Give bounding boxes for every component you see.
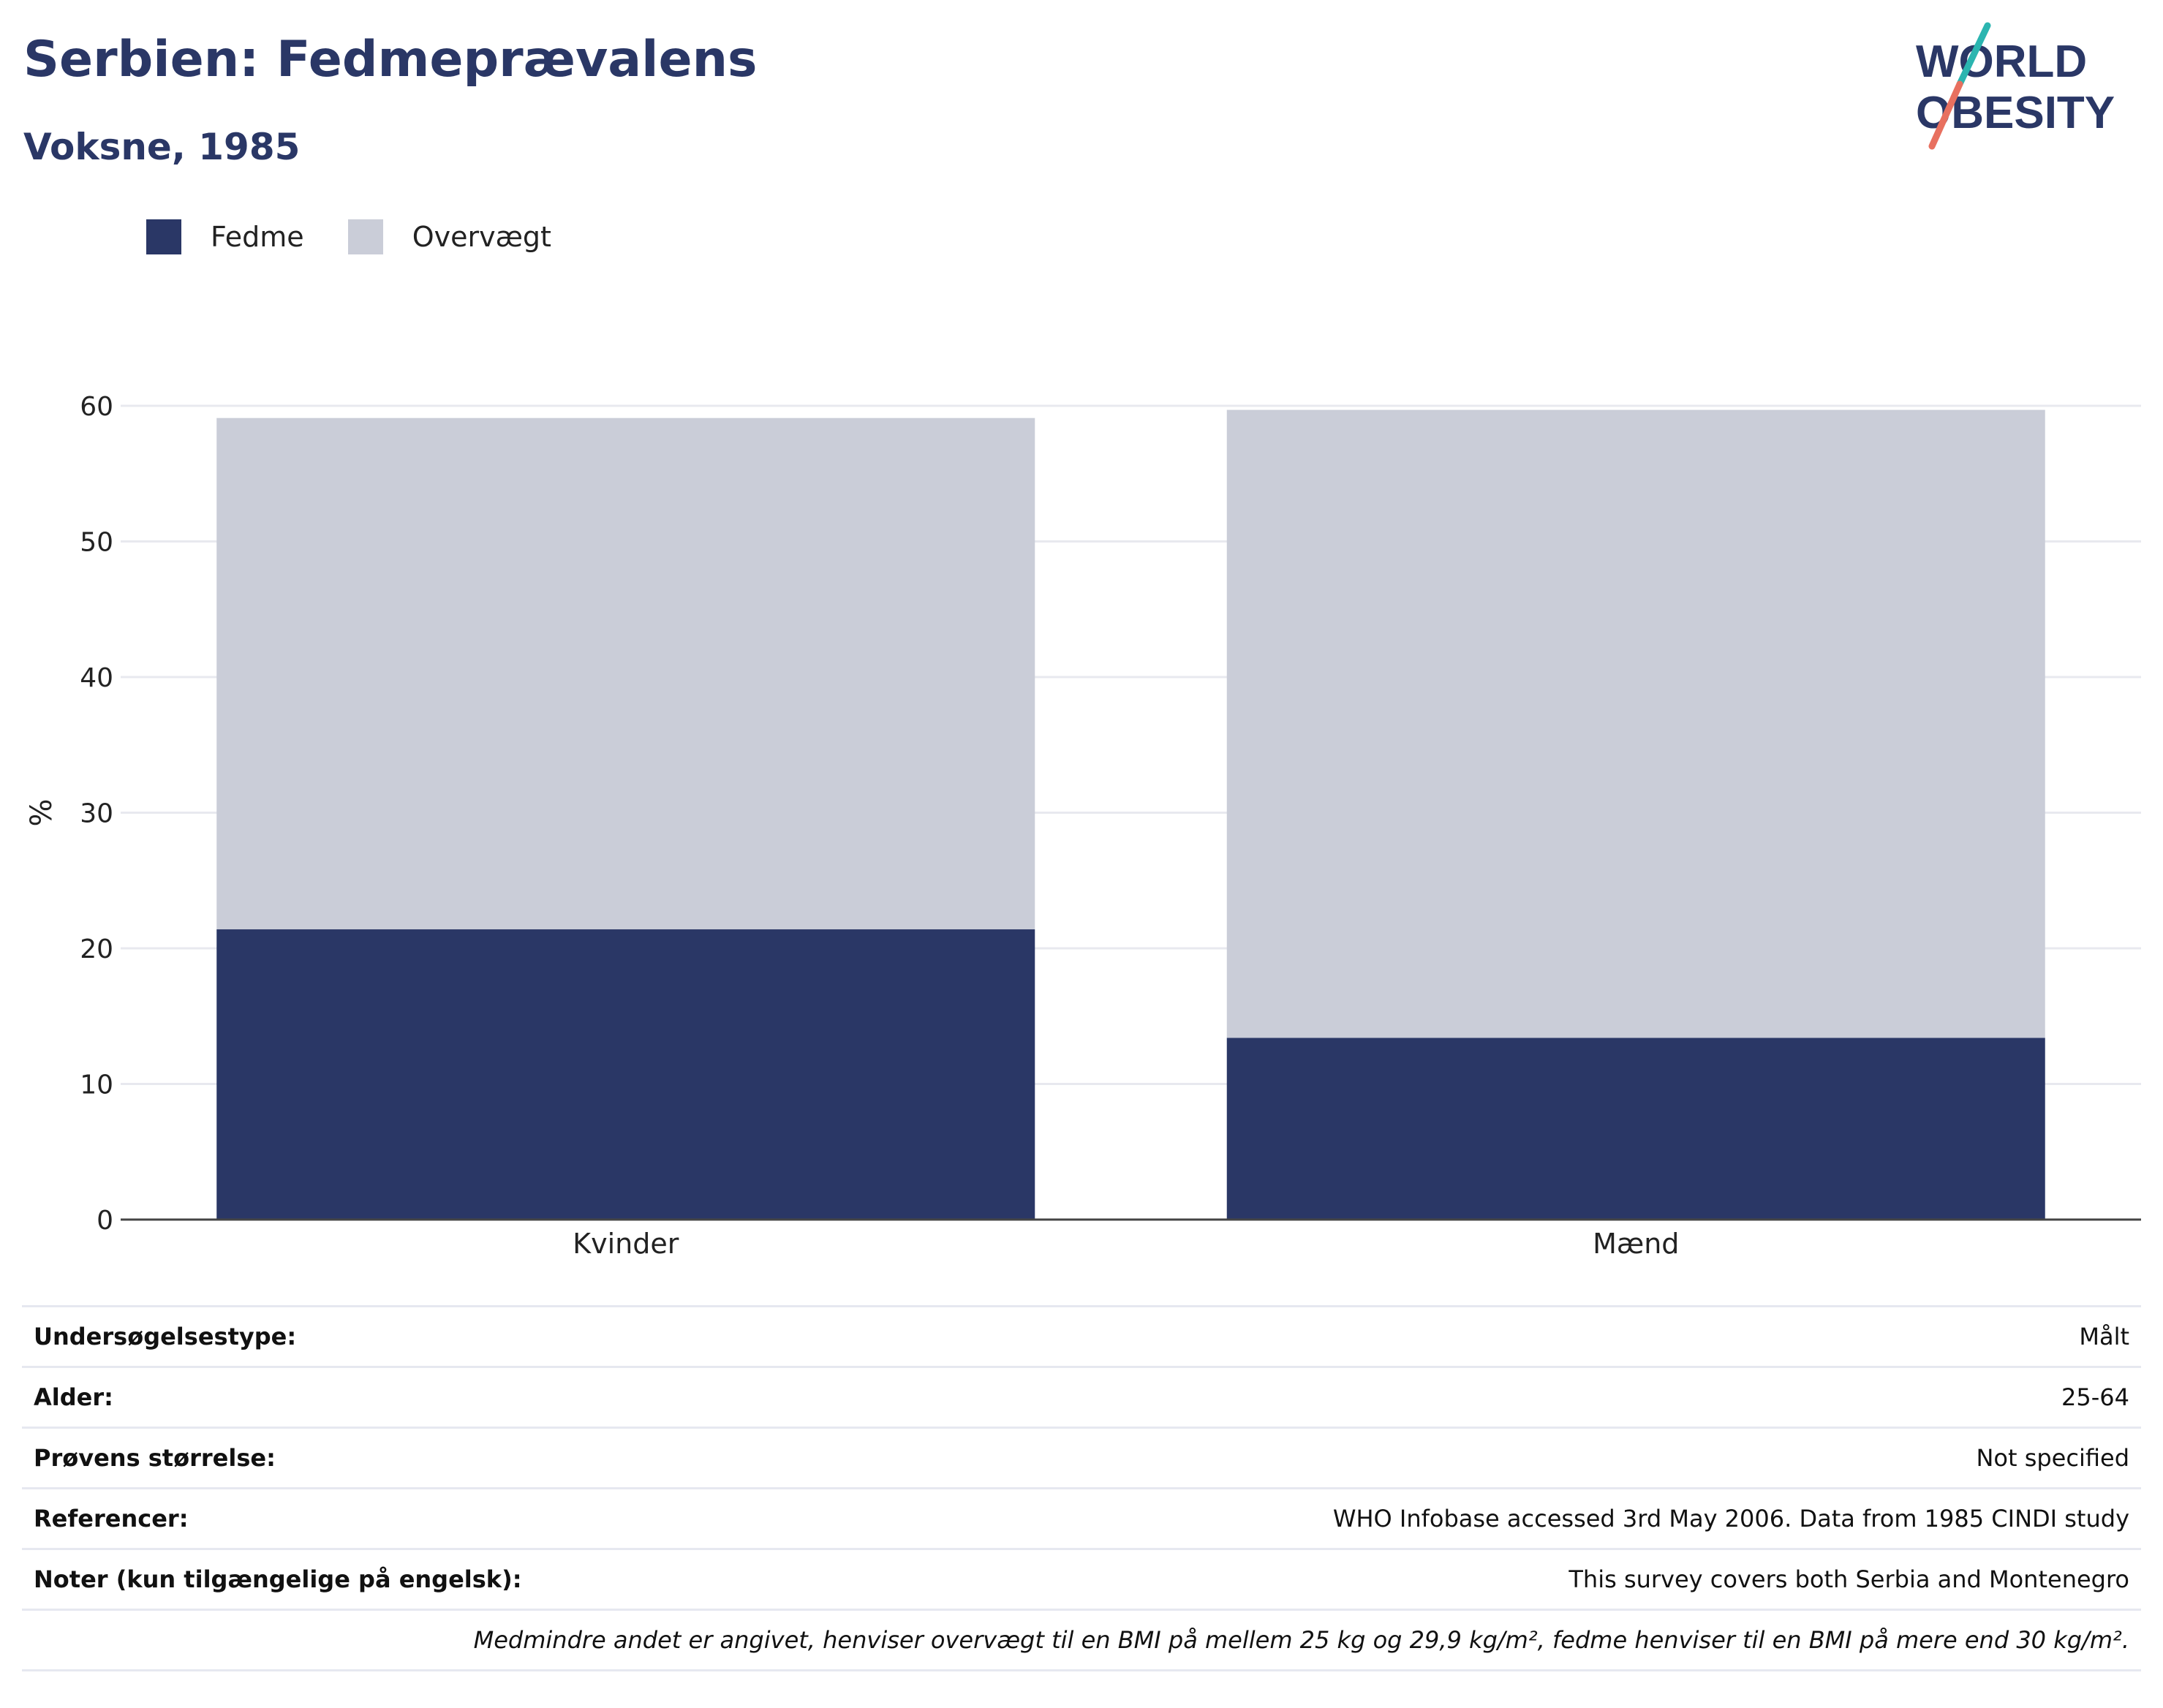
info-row-footnote: Medmindre andet er angivet, henviser ove… (22, 1609, 2141, 1671)
bar-fedme-1 (1226, 1038, 2045, 1220)
chart-legend: Fedme Overvægt (146, 216, 595, 257)
chart-subtitle: Voksne, 1985 (23, 126, 301, 168)
legend-item-overvaegt[interactable]: Overvægt (347, 219, 595, 254)
info-row-survey-type: Undersøgelsestype: Målt (22, 1305, 2141, 1367)
info-row-references: Referencer: WHO Infobase accessed 3rd Ma… (22, 1487, 2141, 1549)
y-tick-label: 0 (97, 1206, 113, 1236)
bmi-footnote: Medmindre andet er angivet, henviser ove… (22, 1609, 2141, 1671)
x-tick-label: Kvinder (573, 1228, 679, 1260)
info-value: Målt (836, 1305, 2141, 1367)
y-axis-label: % (25, 798, 58, 826)
info-row-notes: Noter (kun tilgængelige på engelsk): Thi… (22, 1548, 2141, 1610)
x-tick-label: Mænd (1593, 1228, 1679, 1260)
legend-label-fedme: Fedme (211, 221, 304, 253)
y-tick-label: 60 (80, 392, 113, 422)
info-row-age: Alder: 25-64 (22, 1366, 2141, 1428)
legend-swatch-fedme (146, 219, 181, 254)
y-tick-label: 10 (80, 1070, 113, 1100)
legend-swatch-overvaegt (347, 219, 383, 254)
survey-info-table: Undersøgelsestype: Målt Alder: 25-64 Prø… (22, 1305, 2141, 1671)
info-key: Prøvens størrelse: (22, 1427, 837, 1489)
world-obesity-logo: WORLD OBESITY (1916, 22, 2115, 150)
bar-overvægt-0 (216, 417, 1035, 930)
stacked-bar-chart: 0 10 20 30 40 50 60% Kvinder Mænd (25, 392, 2141, 1260)
y-tick-label: 50 (80, 528, 113, 558)
info-row-sample-size: Prøvens størrelse: Not specified (22, 1427, 2141, 1489)
info-value: Not specified (836, 1427, 2141, 1489)
logo-teal-slash (1956, 22, 1991, 88)
info-value: This survey covers both Serbia and Monte… (836, 1548, 2141, 1610)
chart-title: Serbien: Fedmeprævalens (23, 31, 758, 88)
info-key: Undersøgelsestype: (22, 1305, 837, 1367)
y-tick-label: 20 (80, 934, 113, 964)
y-tick-label: 40 (80, 663, 113, 693)
legend-label-overvaegt: Overvægt (412, 221, 551, 253)
info-key: Noter (kun tilgængelige på engelsk): (22, 1548, 837, 1610)
info-key: Referencer: (22, 1487, 837, 1549)
bar-fedme-0 (216, 929, 1035, 1220)
logo-text-line1: WORLD (1916, 37, 2087, 87)
bar-overvægt-1 (1226, 409, 2045, 1038)
info-value: 25-64 (836, 1366, 2141, 1428)
legend-item-fedme[interactable]: Fedme (146, 219, 348, 254)
y-tick-label: 30 (80, 799, 113, 829)
logo-coral-slash (1928, 80, 1963, 150)
info-key: Alder: (22, 1366, 837, 1428)
info-value: WHO Infobase accessed 3rd May 2006. Data… (836, 1487, 2141, 1549)
